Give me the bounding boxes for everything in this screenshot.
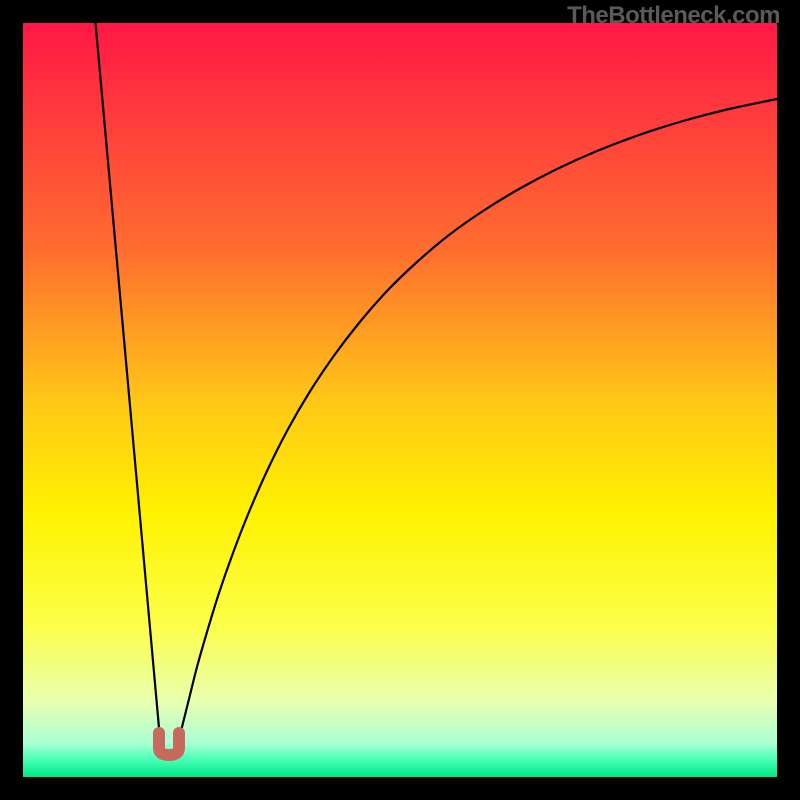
curve-right-branch — [179, 99, 777, 739]
bottom-marker — [159, 733, 179, 755]
plot-frame — [0, 0, 23, 800]
watermark-text: TheBottleneck.com — [567, 2, 780, 30]
plot-frame — [777, 0, 800, 800]
plot-frame — [0, 777, 800, 800]
curve-layer — [23, 23, 777, 777]
curve-left-branch — [96, 23, 161, 739]
